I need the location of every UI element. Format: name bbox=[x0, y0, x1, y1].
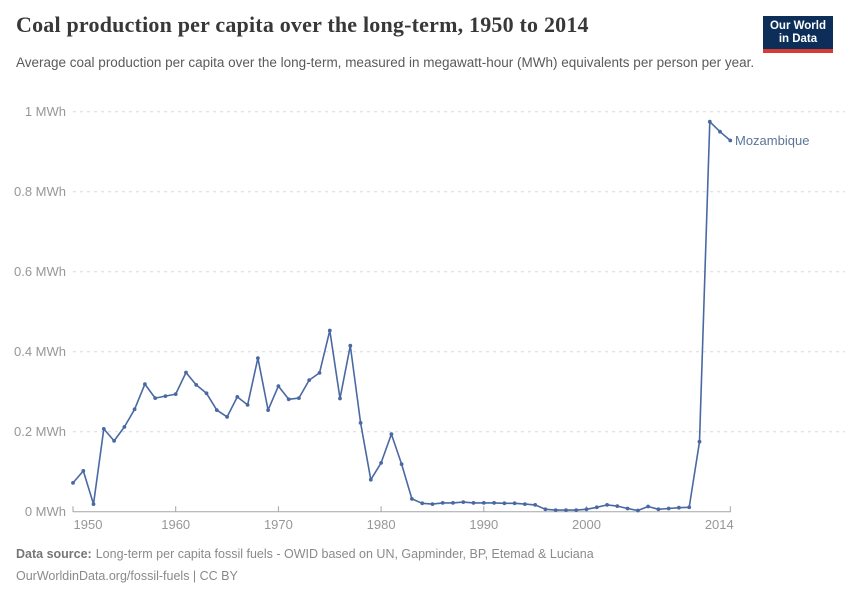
x-tick-label: 1970 bbox=[264, 517, 293, 532]
y-tick-label: 0.8 MWh bbox=[14, 184, 66, 199]
data-point[interactable] bbox=[327, 328, 332, 333]
y-axis-labels: 0 MWh 0.2 MWh 0.4 MWh 0.6 MWh 0.8 MWh 1 MWh bbox=[14, 104, 66, 519]
chart-subtitle: Average coal production per capita over … bbox=[16, 55, 755, 70]
owid-logo[interactable]: Our World in Data bbox=[762, 16, 833, 53]
data-point[interactable] bbox=[584, 507, 589, 512]
data-point[interactable] bbox=[358, 421, 363, 425]
data-point[interactable] bbox=[687, 505, 692, 510]
x-tick-label: 1990 bbox=[469, 517, 498, 532]
x-tick-label: 2014 bbox=[705, 517, 734, 532]
data-point[interactable] bbox=[307, 378, 312, 382]
data-point[interactable] bbox=[194, 383, 199, 387]
data-point[interactable] bbox=[297, 396, 301, 400]
license-line: OurWorldinData.org/fossil-fuels | CC BY bbox=[16, 569, 238, 583]
data-point[interactable] bbox=[245, 403, 250, 407]
chart-title: Coal production per capita over the long… bbox=[16, 12, 589, 37]
data-points bbox=[71, 119, 733, 513]
data-point[interactable] bbox=[276, 384, 281, 388]
data-point[interactable] bbox=[564, 508, 568, 512]
data-point[interactable] bbox=[266, 408, 270, 412]
data-source-text: Long-term per capita fossil fuels - OWID… bbox=[95, 547, 594, 561]
data-point[interactable] bbox=[214, 408, 219, 412]
data-point[interactable] bbox=[451, 501, 455, 505]
data-point[interactable] bbox=[112, 439, 116, 443]
data-point[interactable] bbox=[235, 395, 240, 399]
x-axis-labels: 1950 1960 1970 1980 1990 2000 2014 bbox=[74, 517, 734, 532]
data-point[interactable] bbox=[718, 129, 722, 134]
data-source-line: Data source: Long-term per capita fossil … bbox=[16, 543, 716, 565]
data-point[interactable] bbox=[153, 396, 158, 400]
data-point[interactable] bbox=[440, 501, 445, 505]
data-point[interactable] bbox=[317, 371, 322, 375]
data-point[interactable] bbox=[574, 508, 579, 512]
data-point[interactable] bbox=[728, 138, 733, 143]
data-point[interactable] bbox=[256, 356, 260, 360]
data-point[interactable] bbox=[348, 343, 353, 348]
y-tick-label: 1 MWh bbox=[25, 104, 66, 119]
data-point[interactable] bbox=[379, 461, 383, 465]
data-source-label: Data source: bbox=[16, 547, 92, 561]
data-point[interactable] bbox=[132, 407, 137, 412]
y-gridlines bbox=[73, 111, 845, 513]
data-point[interactable] bbox=[420, 501, 425, 506]
data-point[interactable] bbox=[636, 508, 640, 513]
data-point[interactable] bbox=[173, 392, 178, 396]
data-line[interactable] bbox=[72, 120, 732, 512]
x-tick-label: 1980 bbox=[367, 517, 396, 532]
owid-logo-line1: Our World bbox=[769, 20, 826, 32]
chart-footer: Data source: Long-term per capita fossil … bbox=[16, 543, 716, 587]
data-point[interactable] bbox=[492, 501, 496, 505]
data-point[interactable] bbox=[91, 502, 96, 506]
y-tick-label: 0 MWh bbox=[25, 504, 66, 519]
data-point[interactable] bbox=[461, 500, 466, 504]
data-point[interactable] bbox=[646, 504, 650, 509]
data-point[interactable] bbox=[389, 432, 394, 436]
data-point[interactable] bbox=[481, 501, 486, 505]
data-point[interactable] bbox=[512, 501, 517, 506]
data-point[interactable] bbox=[697, 439, 702, 444]
data-point[interactable] bbox=[677, 505, 681, 510]
data-point[interactable] bbox=[707, 119, 712, 124]
data-point[interactable] bbox=[543, 507, 548, 512]
data-point[interactable] bbox=[143, 382, 147, 386]
data-point[interactable] bbox=[656, 507, 661, 512]
x-tick-label: 1960 bbox=[161, 517, 190, 532]
data-point[interactable] bbox=[502, 501, 507, 506]
data-point[interactable] bbox=[368, 477, 373, 482]
data-point[interactable] bbox=[71, 481, 75, 485]
data-point[interactable] bbox=[594, 505, 599, 510]
y-tick-label: 0.2 MWh bbox=[14, 424, 66, 439]
data-point[interactable] bbox=[430, 502, 435, 506]
x-tick-label: 2000 bbox=[572, 517, 601, 532]
data-point[interactable] bbox=[101, 427, 106, 431]
data-point[interactable] bbox=[523, 502, 527, 506]
y-tick-label: 0.6 MWh bbox=[14, 264, 66, 279]
data-point[interactable] bbox=[338, 396, 342, 401]
y-tick-label: 0.4 MWh bbox=[14, 344, 66, 359]
owid-logo-line2: in Data bbox=[778, 33, 818, 45]
x-tick-label: 1950 bbox=[74, 517, 103, 532]
data-point[interactable] bbox=[225, 415, 230, 419]
data-point[interactable] bbox=[81, 469, 86, 473]
data-point[interactable] bbox=[625, 506, 630, 511]
data-point[interactable] bbox=[615, 504, 620, 508]
data-point[interactable] bbox=[471, 501, 476, 505]
data-point[interactable] bbox=[399, 462, 404, 466]
data-point[interactable] bbox=[286, 397, 291, 402]
data-point[interactable] bbox=[666, 506, 671, 511]
series-label-mozambique[interactable]: Mozambique bbox=[735, 133, 810, 148]
data-point[interactable] bbox=[184, 370, 188, 375]
data-point[interactable] bbox=[605, 503, 609, 507]
data-point[interactable] bbox=[533, 503, 538, 507]
data-point[interactable] bbox=[122, 425, 127, 429]
data-point[interactable] bbox=[204, 391, 209, 396]
data-point[interactable] bbox=[553, 508, 558, 512]
data-point[interactable] bbox=[410, 497, 414, 501]
data-point[interactable] bbox=[163, 394, 168, 398]
